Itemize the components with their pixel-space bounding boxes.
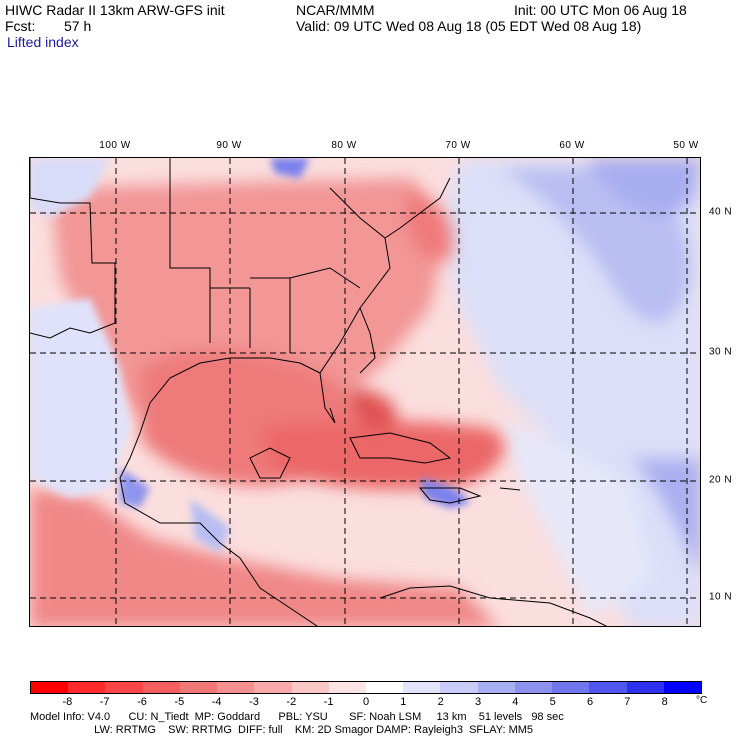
stable-region-atlantic xyxy=(440,158,700,626)
colorbar-swatch xyxy=(663,682,701,693)
lon-label-90w: 90 W xyxy=(216,140,242,151)
colorbar-swatch xyxy=(626,682,664,693)
forecast-label: Fcst: xyxy=(5,18,36,34)
colorbar-swatch xyxy=(105,682,143,693)
lon-label-70w: 70 W xyxy=(445,140,471,151)
colorbar-swatch xyxy=(142,682,180,693)
graticule xyxy=(30,158,700,626)
colorbar-tick-label: 7 xyxy=(624,696,631,708)
colorbar-tick-label: 6 xyxy=(586,696,594,708)
lat-label-30n: 30 N xyxy=(709,346,733,358)
colorbar-swatch xyxy=(403,682,441,693)
colorbar-tick-label: 2 xyxy=(437,696,444,708)
colorbar-tick-label: -3 xyxy=(249,696,259,708)
model-info-line2: LW: RRTMG SW: RRTMG DIFF: full KM: 2D Sm… xyxy=(30,724,534,736)
colorbar-tick-label: -2 xyxy=(286,696,297,708)
stable-patches-west xyxy=(30,158,470,553)
colorbar-swatch xyxy=(514,682,553,693)
colorbar-swatch xyxy=(589,682,627,693)
valid-time: Valid: 09 UTC Wed 08 Aug 18 (05 EDT Wed … xyxy=(296,18,642,34)
colorbar-swatch xyxy=(552,682,590,693)
colorbar-swatch xyxy=(365,682,404,693)
colorbar-swatch xyxy=(440,682,478,693)
colorbar-unit: °C xyxy=(696,695,708,706)
lon-label-50w: 50 W xyxy=(673,140,699,151)
colorbar-tick-label: -8 xyxy=(62,696,73,708)
colorbar-tick-label: 1 xyxy=(400,696,407,708)
colorbar-swatch xyxy=(477,682,515,693)
lon-label-60w: 60 W xyxy=(559,140,585,151)
center-name: NCAR/MMM xyxy=(296,2,375,18)
lat-label-20n: 20 N xyxy=(709,474,733,486)
colorbar-tick-label: -1 xyxy=(323,696,334,708)
lon-label-100w: 100 W xyxy=(99,140,131,151)
forecast-hour: 57 h xyxy=(64,18,92,34)
lat-label-10n: 10 N xyxy=(709,591,733,603)
colorbar-swatch xyxy=(31,682,69,693)
colorbar-tick-label: 8 xyxy=(661,696,668,708)
unstable-region xyxy=(30,178,505,626)
colorbar-swatch xyxy=(291,682,329,693)
colorbar-tick-label: 0 xyxy=(362,696,370,708)
map-panel xyxy=(29,157,701,627)
model-title: HIWC Radar II 13km ARW-GFS init xyxy=(5,2,225,18)
lifted-index-field xyxy=(30,158,700,626)
colorbar-swatch xyxy=(179,682,218,693)
colorbar-tick-label: -7 xyxy=(99,696,110,708)
lat-label-40n: 40 N xyxy=(709,206,733,218)
colorbar-tick-label: 3 xyxy=(474,696,482,708)
coastlines xyxy=(30,158,608,626)
colorbar-swatch xyxy=(68,682,106,693)
colorbar-tick-label: -4 xyxy=(211,696,222,708)
colorbar-tick-label: 5 xyxy=(549,696,556,708)
lon-label-80w: 80 W xyxy=(331,140,357,151)
colorbar-swatch xyxy=(217,682,255,693)
colorbar-tick-label: -6 xyxy=(137,696,147,708)
product-name: Lifted index xyxy=(7,34,79,50)
colorbar xyxy=(30,681,702,694)
colorbar-swatch xyxy=(254,682,292,693)
colorbar-tick-label: 4 xyxy=(512,696,519,708)
colorbar-swatch xyxy=(328,682,366,693)
init-time: Init: 00 UTC Mon 06 Aug 18 xyxy=(514,2,687,18)
model-info-line1: Model Info: V4.0 CU: N_Tiedt MP: Goddard… xyxy=(30,711,564,723)
colorbar-tick-label: -5 xyxy=(174,696,185,708)
